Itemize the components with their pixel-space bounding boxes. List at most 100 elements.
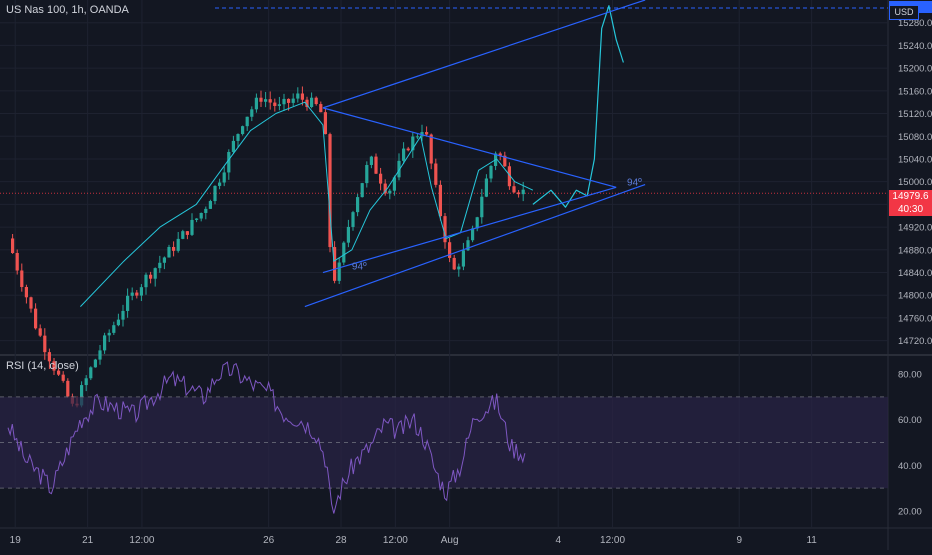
candle-body [98,350,102,360]
price-tick-label: 14920.00 [898,223,932,234]
candle-body [130,292,134,296]
candle-body [43,335,47,353]
time-tick-label: 21 [82,535,94,546]
candle-body [392,177,396,191]
candle-body [38,328,42,336]
rsi-tick-label: 60.00 [898,415,922,426]
symbol-title: US Nas 100, 1h, OANDA [6,4,129,16]
time-tick-label: 19 [10,535,22,546]
candle-body [365,164,369,184]
candle-body [20,270,24,288]
candle-body [47,352,51,362]
candle [448,238,452,263]
candle [107,329,111,343]
candle-body [29,297,33,309]
candle [291,93,295,107]
candle-body [471,228,475,241]
candle [208,199,212,209]
candle [24,284,28,304]
candle-body [80,385,84,406]
candle-body [457,266,461,270]
candle-body [319,104,323,113]
time-tick-label: 28 [335,535,347,546]
candle-body [176,238,180,251]
candle [415,133,419,140]
candle [397,153,401,181]
candle [392,175,396,196]
candle [254,93,258,113]
candle [29,296,33,313]
candle [388,188,392,200]
candle [402,142,406,165]
candle [66,378,70,398]
candle-body [61,374,65,381]
price-tick-label: 15080.00 [898,132,932,143]
rsi-line [7,361,526,514]
candle [250,106,254,122]
candle [98,344,102,365]
candle [300,86,304,106]
last-price-value: 14979.6 [892,191,929,202]
candle-body [517,192,521,195]
price-tick-label: 14720.00 [898,336,932,347]
candle-body [337,262,341,281]
candle-body [208,201,212,209]
time-tick-label: 12:00 [129,535,154,546]
candle [52,358,56,375]
time-tick-label: 4 [555,535,561,546]
candle-body [245,116,249,127]
moving-average-line [80,101,534,307]
candle [15,249,19,275]
candle [319,101,323,113]
candle-body [475,217,479,229]
candle [475,216,479,232]
candle [323,108,327,135]
candle [162,256,166,270]
candle [204,206,208,220]
candle-body [374,156,378,174]
price-tick-label: 15000.00 [898,177,932,188]
candle-body [162,257,166,263]
candle [259,90,263,108]
candle [57,368,61,377]
candle-body [204,208,208,213]
candle-body [144,274,148,288]
candle-body [397,160,401,178]
candle-body [15,253,19,271]
candle-body [57,370,61,375]
candle-body [388,190,392,194]
candle [507,162,511,190]
candle-body [484,178,488,197]
candle-body [480,196,484,218]
rsi-tick-label: 40.00 [898,461,922,472]
time-tick-label: 12:00 [600,535,625,546]
candle [438,180,442,221]
candle [379,167,383,191]
candle [342,241,346,266]
candle-body [190,219,194,235]
candle [457,263,461,277]
candle [268,91,272,110]
candle-body [66,380,70,397]
candle [369,155,373,169]
currency-badge[interactable]: USD [889,5,919,20]
candle [185,230,189,240]
candle-body [369,156,373,165]
candle [241,125,245,136]
candle [135,289,139,299]
candle-body [24,287,28,298]
candle [356,193,360,217]
candle-body [498,153,502,156]
candle [181,229,185,240]
candle [213,185,217,205]
candle-body [236,134,240,141]
candle-body [314,97,318,105]
candle-body [356,197,360,213]
candle-body [195,218,199,220]
candle [480,188,484,224]
candle-body [167,246,171,258]
candle-body [310,97,314,108]
angle-annotation: 94º [627,178,642,189]
